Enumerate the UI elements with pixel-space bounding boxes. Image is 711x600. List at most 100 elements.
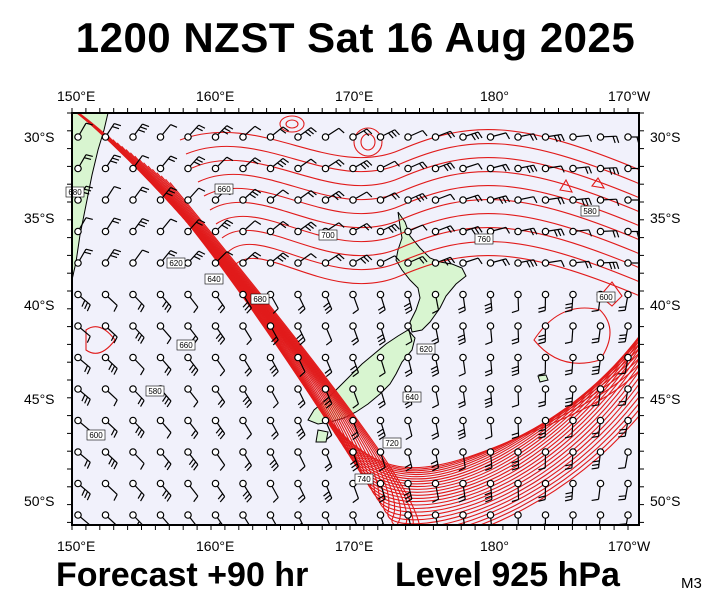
wind-barb xyxy=(321,353,333,378)
lat-label-right-30s: 30°S xyxy=(650,129,681,145)
wind-barb xyxy=(184,353,199,377)
wind-barb xyxy=(430,353,440,377)
closed-contour-8 xyxy=(533,307,611,364)
wind-barb xyxy=(321,448,333,472)
contour-line xyxy=(185,143,639,185)
closed-contour-2 xyxy=(285,119,299,129)
lat-label-left-30s: 30°S xyxy=(24,129,55,145)
wind-barb xyxy=(239,385,252,409)
wind-barb xyxy=(211,125,234,141)
svg-text:700: 700 xyxy=(321,231,335,240)
wind-barb xyxy=(74,122,93,141)
wind-barb xyxy=(569,227,593,237)
wind-barb xyxy=(349,290,360,315)
lon-label-top-170e: 170°E xyxy=(335,88,374,104)
wind-barb xyxy=(184,385,199,408)
wind-barb xyxy=(321,416,333,441)
wind-barb xyxy=(129,186,150,204)
level-label: Level 925 hPa xyxy=(395,556,620,594)
wind-barb xyxy=(569,259,593,269)
wind-barb xyxy=(458,353,467,377)
svg-text:760: 760 xyxy=(477,235,491,244)
wind-barb xyxy=(591,416,605,439)
wind-barb xyxy=(459,257,483,267)
contour-label: 580 xyxy=(580,205,600,217)
contour-line xyxy=(151,168,639,525)
wind-barb xyxy=(459,131,483,141)
wind-barb xyxy=(184,416,199,440)
wind-barb xyxy=(514,196,538,204)
wind-barb xyxy=(376,223,400,236)
wind-barb xyxy=(349,511,358,525)
contour-line xyxy=(165,178,639,525)
wind-barb xyxy=(156,218,178,236)
wind-barb xyxy=(129,353,145,376)
wind-barb xyxy=(129,290,145,313)
wind-barb xyxy=(404,511,412,525)
wind-barb xyxy=(459,225,483,236)
wind-barb xyxy=(431,256,456,267)
wind-barb xyxy=(239,125,262,141)
wind-barb xyxy=(457,322,467,346)
wind-barb xyxy=(569,196,593,206)
wind-barb xyxy=(74,385,91,406)
wind-barb xyxy=(458,385,467,409)
lon-label-bottom-180: 180° xyxy=(480,538,509,554)
wind-barb xyxy=(184,479,199,503)
wind-barb xyxy=(129,217,150,236)
wind-barb xyxy=(484,479,495,503)
wind-barb xyxy=(376,385,386,409)
wind-barb xyxy=(266,511,277,525)
wind-barb xyxy=(596,133,620,144)
wind-barb xyxy=(211,479,226,503)
wind-barb xyxy=(486,163,511,173)
wind-barb xyxy=(129,416,145,439)
lat-label-left-50s: 50°S xyxy=(24,493,55,509)
contour-label: 660 xyxy=(176,339,196,351)
wind-barb xyxy=(541,259,565,268)
wind-barb xyxy=(538,385,550,408)
forecast-label: Forecast +90 hr xyxy=(56,556,309,594)
wind-barb xyxy=(266,189,289,204)
contour-label: 580 xyxy=(145,385,165,397)
contour-line xyxy=(227,241,639,283)
wind-barb xyxy=(74,448,91,469)
svg-text:580: 580 xyxy=(148,387,162,396)
wind-barb xyxy=(129,123,150,141)
wind-barb xyxy=(266,322,279,346)
wind-barb xyxy=(624,259,639,267)
wind-barb xyxy=(156,322,172,345)
wind-barb xyxy=(596,227,620,238)
wind-barb xyxy=(376,129,400,141)
closed-contour-1 xyxy=(279,115,305,133)
wind-barb xyxy=(514,511,522,525)
lat-label-right-35s: 35°S xyxy=(650,210,681,226)
wind-barb xyxy=(596,259,620,270)
wind-barb xyxy=(376,160,400,173)
wind-barb xyxy=(458,479,467,503)
contour-label: 680 xyxy=(250,293,270,305)
wind-barb xyxy=(618,290,632,312)
wind-barb xyxy=(239,416,252,440)
wind-barb xyxy=(266,385,279,409)
wind-barb xyxy=(129,479,145,502)
wind-barb xyxy=(596,196,620,206)
wind-barb xyxy=(349,191,373,204)
wind-barb xyxy=(184,124,206,141)
wind-barb xyxy=(376,192,400,204)
wind-barb xyxy=(541,196,565,205)
svg-text:680: 680 xyxy=(68,188,82,197)
wind-barb xyxy=(211,251,234,267)
contour-line xyxy=(160,175,639,525)
contour-label: 620 xyxy=(166,257,186,269)
wind-barb xyxy=(266,448,279,472)
wind-barb xyxy=(129,448,145,470)
wind-barb xyxy=(485,416,495,440)
wind-barb xyxy=(74,290,91,312)
wind-barb xyxy=(239,251,262,267)
closed-contour-7 xyxy=(599,281,623,307)
wind-barb xyxy=(101,217,122,236)
wind-barb xyxy=(404,161,428,173)
wind-barb xyxy=(486,258,511,267)
wind-barb xyxy=(101,479,118,501)
